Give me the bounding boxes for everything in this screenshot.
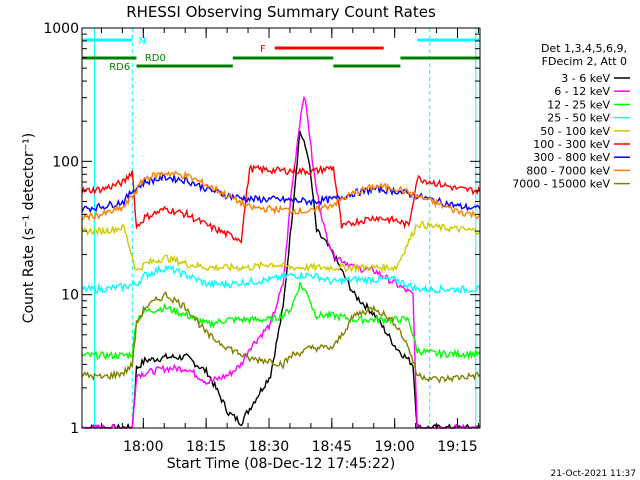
- x-axis: 18:00 18:15 18:30 18:45 19:00 19:15: [100, 28, 479, 455]
- y-tick-label-3: 1000: [43, 21, 79, 37]
- series-line-4: [81, 220, 481, 274]
- legend-entry-3: 25 - 50 keV: [547, 112, 610, 125]
- saa2-label: RD6: [109, 62, 130, 73]
- legend-entry-6: 300 - 800 keV: [533, 151, 610, 164]
- chart-title: RHESSI Observing Summary Count Rates: [126, 3, 436, 21]
- series-line-7: [81, 170, 481, 222]
- saa-label: RD0: [145, 53, 166, 64]
- x-tick-label-4: 19:00: [374, 439, 414, 455]
- series-line-8: [81, 291, 481, 384]
- legend-entry-5: 100 - 300 keV: [533, 138, 610, 151]
- legend-entry-0: 3 - 6 keV: [561, 72, 610, 85]
- legend-entry-2: 12 - 25 keV: [547, 98, 610, 111]
- x-tick-label-5: 19:15: [437, 439, 477, 455]
- series-lines: [81, 95, 481, 430]
- series-line-5: [81, 163, 481, 245]
- legend-header-1: FDecim 2, Att 0: [542, 55, 627, 68]
- y-axis: 1 10 100 1000: [43, 21, 480, 437]
- flare-label: F: [260, 44, 266, 55]
- x-tick-label-1: 18:15: [186, 439, 226, 455]
- footer-date: 21-Oct-2021 11:37: [551, 469, 636, 479]
- series-line-2: [81, 282, 481, 361]
- legend-entry-4: 50 - 100 keV: [540, 125, 610, 138]
- y-tick-label-2: 100: [52, 154, 79, 170]
- legend-header-0: Det 1,3,4,5,6,9,: [541, 42, 627, 55]
- x-axis-label: Start Time (08-Dec-12 17:45:22): [167, 456, 395, 472]
- night-label: N: [139, 36, 146, 47]
- legend-entry-8: 7000 - 15000 keV: [512, 178, 610, 191]
- y-axis-label: Count Rate (s⁻¹ detector⁻¹): [21, 133, 37, 323]
- y-tick-label-0: 1: [70, 421, 79, 437]
- series-line-1: [81, 95, 481, 430]
- legend: Det 1,3,4,5,6,9,FDecim 2, Att 0 3 - 6 keV…: [512, 42, 630, 191]
- series-line-6: [81, 172, 481, 214]
- legend-entry-1: 6 - 12 keV: [554, 85, 610, 98]
- x-tick-label-2: 18:30: [249, 439, 289, 455]
- flag-bars: N F RD0 RD6: [82, 28, 480, 428]
- series-line-3: [81, 264, 481, 294]
- x-tick-label-3: 18:45: [312, 439, 352, 455]
- x-tick-label-0: 18:00: [123, 439, 163, 455]
- plot-frame: [81, 27, 481, 429]
- y-tick-label-1: 10: [61, 288, 79, 304]
- legend-entry-7: 800 - 7000 keV: [526, 164, 610, 177]
